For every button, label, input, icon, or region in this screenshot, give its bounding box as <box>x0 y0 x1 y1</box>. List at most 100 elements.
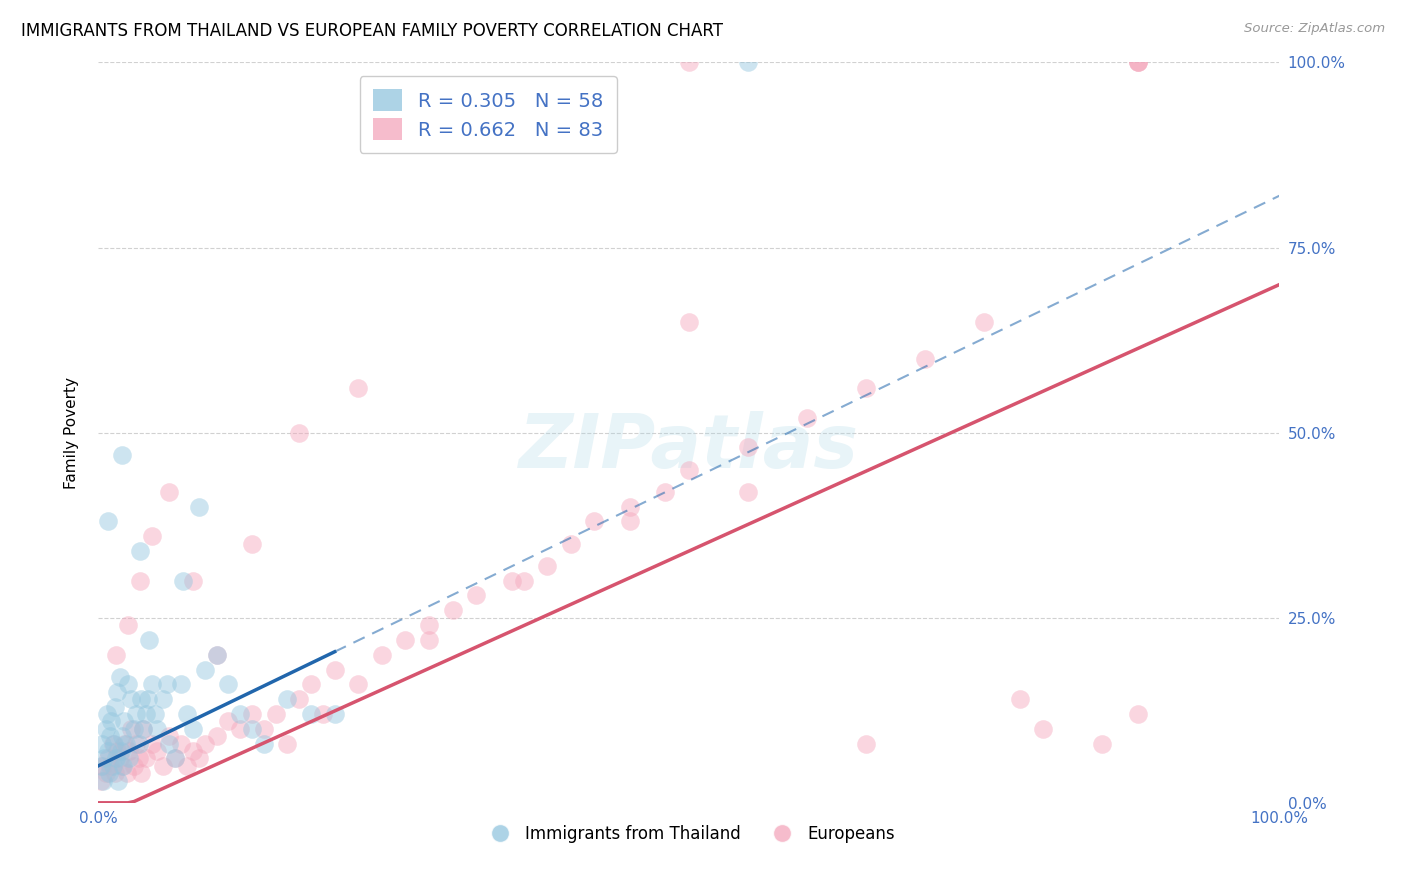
Point <box>1091 737 1114 751</box>
Point <box>176 706 198 721</box>
Point <box>112 737 135 751</box>
Point <box>187 751 209 765</box>
Point <box>205 648 228 662</box>
Point <box>371 648 394 662</box>
Point <box>181 744 204 758</box>
Text: ZIPatlas: ZIPatlas <box>519 411 859 484</box>
Point <box>135 751 157 765</box>
Point <box>104 766 127 780</box>
Point <box>101 737 124 751</box>
Point <box>312 706 335 721</box>
Point <box>855 737 877 751</box>
Point <box>253 737 276 751</box>
Point <box>110 744 132 758</box>
Point <box>117 677 139 691</box>
Point <box>276 737 298 751</box>
Point <box>108 751 131 765</box>
Point <box>536 558 558 573</box>
Point <box>583 515 606 529</box>
Point <box>111 448 134 462</box>
Point <box>194 737 217 751</box>
Point <box>125 737 148 751</box>
Point <box>1008 692 1031 706</box>
Point <box>678 314 700 328</box>
Point <box>619 515 641 529</box>
Point <box>101 758 124 772</box>
Text: IMMIGRANTS FROM THAILAND VS EUROPEAN FAMILY POVERTY CORRELATION CHART: IMMIGRANTS FROM THAILAND VS EUROPEAN FAM… <box>21 22 723 40</box>
Point <box>97 515 120 529</box>
Point <box>94 766 117 780</box>
Point <box>90 773 112 788</box>
Point <box>104 699 127 714</box>
Point <box>111 758 134 772</box>
Y-axis label: Family Poverty: Family Poverty <box>65 376 79 489</box>
Point <box>128 751 150 765</box>
Point <box>288 692 311 706</box>
Point <box>1126 55 1149 70</box>
Point <box>91 773 114 788</box>
Point <box>94 722 117 736</box>
Point <box>229 722 252 736</box>
Point <box>347 677 370 691</box>
Point <box>181 722 204 736</box>
Point <box>264 706 287 721</box>
Point <box>187 500 209 514</box>
Point <box>136 692 159 706</box>
Point <box>121 722 143 736</box>
Point <box>91 758 114 772</box>
Point <box>1032 722 1054 736</box>
Point <box>276 692 298 706</box>
Point <box>141 737 163 751</box>
Point <box>105 648 128 662</box>
Point <box>157 484 180 499</box>
Point <box>737 441 759 455</box>
Point <box>418 618 440 632</box>
Point <box>678 462 700 476</box>
Point <box>323 663 346 677</box>
Point <box>118 744 141 758</box>
Point <box>97 744 120 758</box>
Point <box>96 706 118 721</box>
Point <box>560 536 582 550</box>
Point <box>229 706 252 721</box>
Point <box>112 714 135 729</box>
Point <box>1126 55 1149 70</box>
Point <box>240 536 263 550</box>
Point <box>152 758 174 772</box>
Point <box>129 766 152 780</box>
Point <box>128 574 150 588</box>
Point <box>737 55 759 70</box>
Point <box>107 773 129 788</box>
Point <box>122 722 145 736</box>
Point <box>141 677 163 691</box>
Point <box>128 544 150 558</box>
Point <box>441 603 464 617</box>
Point <box>105 751 128 765</box>
Point <box>129 692 152 706</box>
Point <box>323 706 346 721</box>
Point <box>240 706 263 721</box>
Point <box>128 737 150 751</box>
Point <box>98 758 121 772</box>
Point <box>240 722 263 736</box>
Point <box>253 722 276 736</box>
Point <box>146 744 169 758</box>
Point <box>465 589 488 603</box>
Point <box>100 714 122 729</box>
Point <box>205 648 228 662</box>
Point <box>1126 55 1149 70</box>
Point <box>394 632 416 647</box>
Point <box>914 351 936 366</box>
Point <box>146 722 169 736</box>
Point <box>103 737 125 751</box>
Point <box>678 55 700 70</box>
Point <box>654 484 676 499</box>
Text: Source: ZipAtlas.com: Source: ZipAtlas.com <box>1244 22 1385 36</box>
Point <box>98 766 121 780</box>
Point <box>157 737 180 751</box>
Point <box>125 706 148 721</box>
Point <box>121 692 143 706</box>
Point <box>299 677 322 691</box>
Point <box>122 758 145 772</box>
Point <box>114 737 136 751</box>
